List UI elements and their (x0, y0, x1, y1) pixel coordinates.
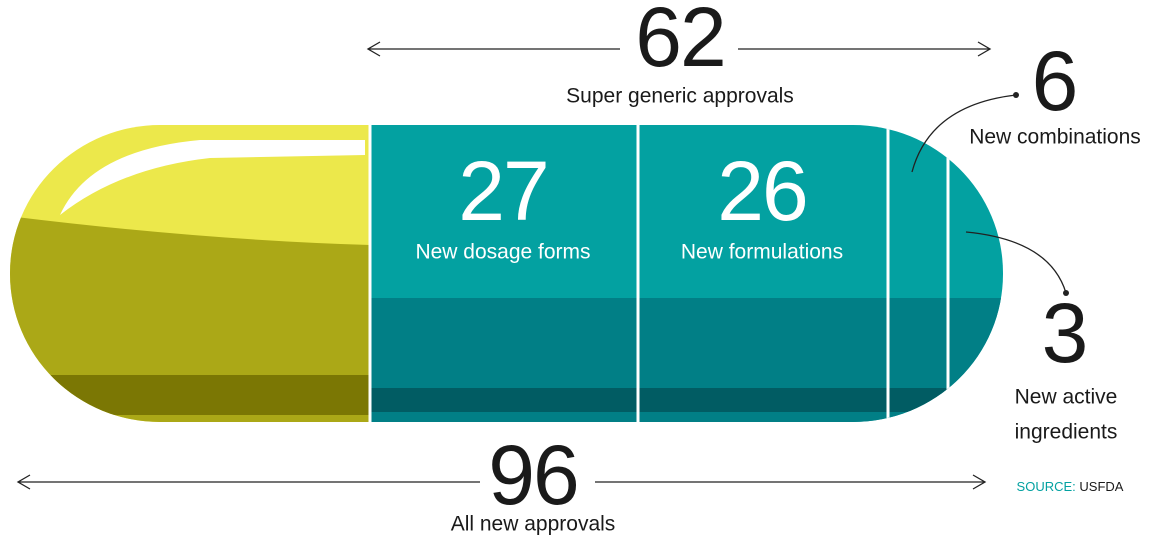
segment-value: 27 (458, 144, 547, 238)
top-label: Super generic approvals (566, 85, 794, 108)
segment-value: 6 (1032, 34, 1077, 128)
segment-label: ingredients (1015, 421, 1118, 444)
bottom-arrow (16, 474, 987, 490)
segment-label: New dosage forms (415, 241, 590, 264)
bottom-value: 96 (488, 428, 577, 522)
bottom-label: All new approvals (451, 513, 616, 536)
segment-label: New active (1015, 386, 1118, 409)
source: SOURCE: USFDA (1017, 479, 1124, 494)
source-label: SOURCE: (1017, 479, 1076, 494)
source-value: USFDA (1079, 479, 1123, 494)
top-value: 62 (635, 0, 724, 84)
callouts (911, 92, 1069, 296)
segment-value: 3 (1042, 286, 1087, 380)
segment-label: New formulations (681, 241, 843, 264)
segment-label: New combinations (969, 126, 1141, 149)
top-arrow (366, 41, 992, 57)
segment-value: 26 (717, 144, 806, 238)
